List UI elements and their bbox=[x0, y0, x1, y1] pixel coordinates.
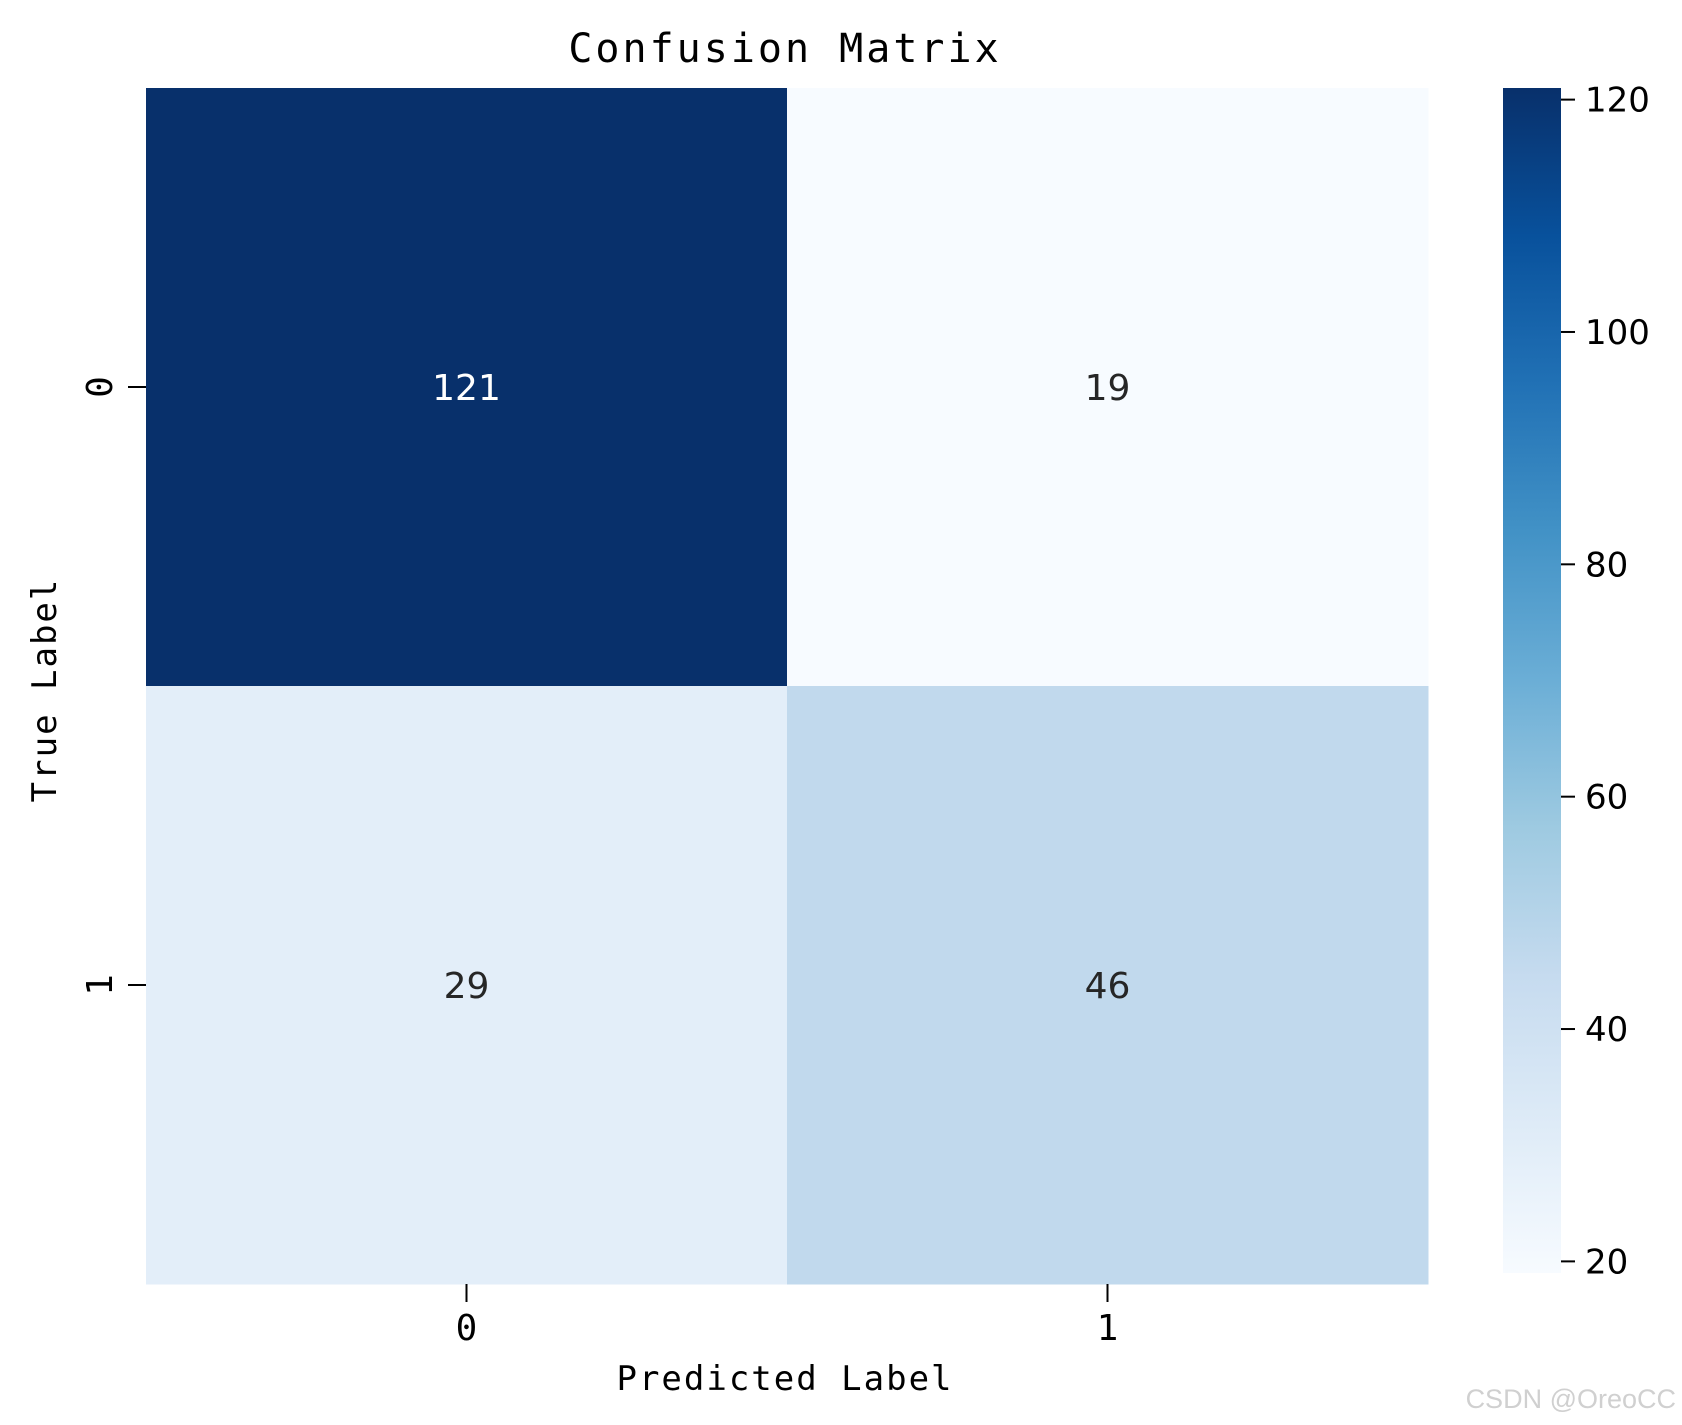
colorbar bbox=[1503, 88, 1561, 1273]
colorbar-tick-label: 40 bbox=[1585, 1010, 1628, 1050]
heatmap-cells bbox=[146, 88, 1429, 1285]
x-axis-label: Predicted Label bbox=[616, 1359, 953, 1399]
x-tick-label: 1 bbox=[1097, 1308, 1119, 1349]
colorbar-ticks: 20 40 60 80 100 120 bbox=[1561, 81, 1650, 1282]
watermark: CSDN @OreoCC bbox=[1466, 1384, 1676, 1414]
colorbar-tick-label: 20 bbox=[1585, 1242, 1628, 1282]
cell-value-label: 29 bbox=[444, 966, 490, 1007]
y-tick-label: 0 bbox=[80, 376, 121, 398]
chart-title: Confusion Matrix bbox=[568, 26, 1001, 72]
heatmap-cell bbox=[146, 88, 788, 687]
heatmap-cell-labels: 121 19 29 46 bbox=[432, 368, 1130, 1007]
cell-value-label: 19 bbox=[1085, 368, 1131, 409]
cell-value-label: 46 bbox=[1085, 966, 1131, 1007]
cell-value-label: 121 bbox=[432, 368, 501, 409]
colorbar-tick-label: 120 bbox=[1585, 81, 1650, 121]
colorbar-tick-label: 80 bbox=[1585, 545, 1628, 585]
heatmap-cell bbox=[787, 686, 1429, 1285]
colorbar-tick-label: 60 bbox=[1585, 778, 1628, 818]
heatmap-cell bbox=[787, 88, 1429, 687]
heatmap-cell bbox=[146, 686, 788, 1285]
y-tick-label: 1 bbox=[80, 974, 121, 996]
y-axis-label: True Label bbox=[25, 578, 65, 803]
y-axis: 01 bbox=[80, 376, 146, 996]
colorbar-tick-label: 100 bbox=[1585, 313, 1650, 353]
x-tick-label: 0 bbox=[456, 1308, 478, 1349]
